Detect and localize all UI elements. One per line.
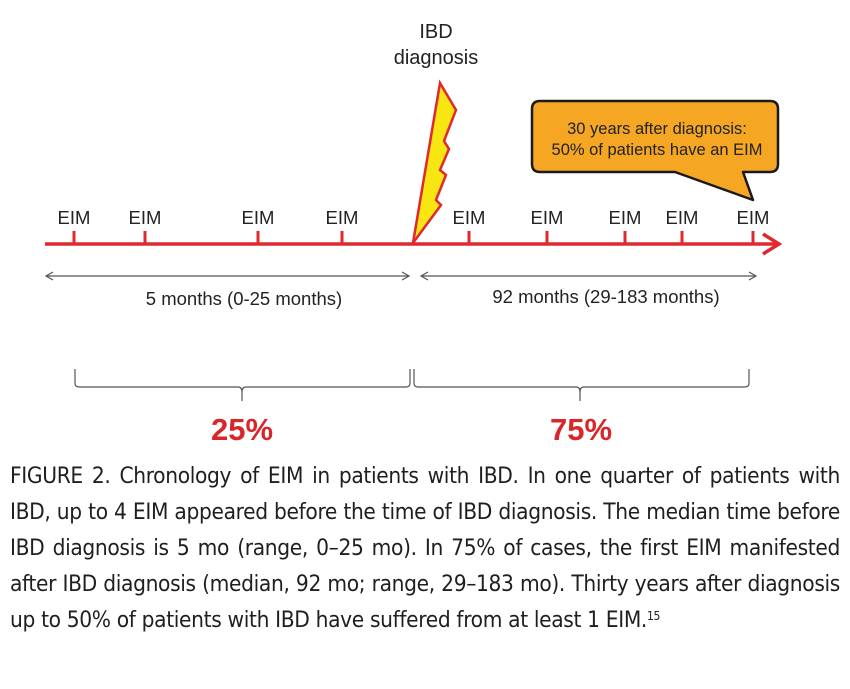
eim-markers-after: EIM EIM EIM EIM EIM	[453, 207, 770, 244]
pct-after: 75%	[550, 412, 612, 447]
span-arrow-before	[44, 271, 411, 281]
callout-line2: 50% of patients have an EIM	[552, 141, 763, 159]
lightning-bolt-icon	[411, 79, 458, 244]
caption-reference: 15	[647, 609, 661, 623]
ibd-label-line1: IBD	[419, 21, 452, 43]
eim-label: EIM	[326, 207, 359, 228]
span-after-label: 92 months (29-183 months)	[492, 286, 719, 307]
pct-before: 25%	[211, 412, 273, 447]
caption-text: FIGURE 2. Chronology of EIM in patients …	[10, 463, 840, 633]
eim-label: EIM	[666, 207, 699, 228]
callout-line1: 30 years after diagnosis:	[567, 120, 747, 138]
eim-label: EIM	[531, 207, 564, 228]
eim-label: EIM	[609, 207, 642, 228]
ibd-label-line2: diagnosis	[394, 47, 479, 69]
span-arrow-after	[419, 271, 758, 281]
callout-bubble	[530, 99, 780, 202]
eim-markers-before: EIM EIM EIM EIM	[58, 207, 359, 244]
timeline-arrowhead	[762, 232, 783, 256]
eim-label: EIM	[737, 207, 770, 228]
eim-label: EIM	[242, 207, 275, 228]
eim-label: EIM	[453, 207, 486, 228]
brace-after	[413, 369, 750, 401]
eim-chronology-diagram: IBD diagnosis 30 years after diagnosis: …	[44, 21, 783, 447]
figure-caption: FIGURE 2. Chronology of EIM in patients …	[10, 458, 840, 638]
eim-label: EIM	[58, 207, 91, 228]
eim-label: EIM	[129, 207, 162, 228]
span-before-label: 5 months (0-25 months)	[146, 288, 342, 309]
brace-before	[74, 369, 411, 401]
